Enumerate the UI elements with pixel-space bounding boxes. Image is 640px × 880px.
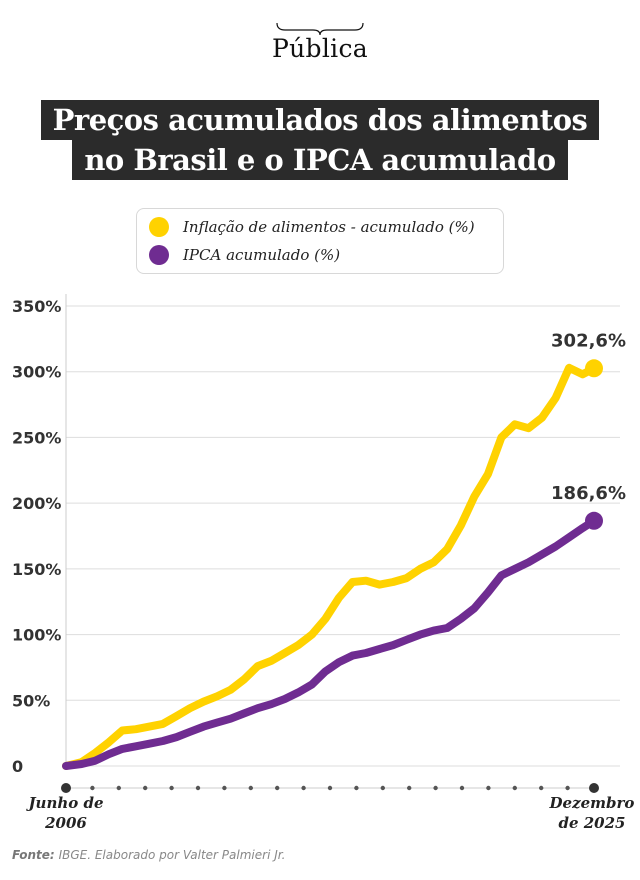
x-axis-tick-dot bbox=[433, 785, 438, 791]
x-axis-tick-dot bbox=[248, 785, 253, 791]
legend-item-food: Inflação de alimentos - acumulado (%) bbox=[149, 217, 475, 237]
series-line-1 bbox=[62, 516, 598, 770]
x-axis-end-marker bbox=[589, 783, 599, 793]
x-axis-tick-dot bbox=[90, 785, 95, 791]
source-note: Fonte: IBGE. Elaborado por Valter Palmie… bbox=[12, 848, 285, 862]
legend-label-food: Inflação de alimentos - acumulado (%) bbox=[183, 218, 475, 236]
series-end-label-0: 302,6% bbox=[551, 330, 626, 351]
legend-label-ipca: IPCA acumulado (%) bbox=[183, 246, 341, 264]
x-start-label: Junho de 2006 bbox=[25, 794, 103, 832]
x-axis-tick-dot bbox=[195, 785, 201, 791]
x-axis-tick-dot bbox=[301, 785, 306, 791]
x-axis-tick-dot bbox=[275, 785, 280, 791]
x-axis-end-marker bbox=[61, 783, 71, 793]
title-line-2: no Brasil e o IPCA acumulado bbox=[72, 140, 568, 180]
chart-title: Preços acumulados dos alimentos no Brasi… bbox=[0, 100, 640, 180]
series-line-0 bbox=[62, 363, 598, 770]
source-prefix: Fonte: bbox=[12, 848, 55, 862]
publica-logo: Pública bbox=[0, 22, 640, 63]
y-tick-label-0: 0 bbox=[12, 757, 23, 776]
y-tick-label-250: 250% bbox=[12, 428, 61, 447]
y-tick-label-300: 300% bbox=[12, 363, 61, 382]
y-tick-label-50: 50% bbox=[12, 691, 50, 710]
brand-name: Pública bbox=[272, 34, 368, 63]
y-tick-label-100: 100% bbox=[12, 626, 61, 645]
series-end-point-0 bbox=[585, 359, 603, 378]
x-axis-tick-dot bbox=[565, 785, 570, 791]
x-axis-tick-dot bbox=[539, 785, 544, 791]
x-axis-tick-dot bbox=[327, 785, 333, 791]
x-axis-tick-dot bbox=[116, 785, 122, 791]
x-axis-tick-dot bbox=[459, 785, 465, 791]
x-axis-tick-dot bbox=[380, 785, 385, 791]
legend-item-ipca: IPCA acumulado (%) bbox=[149, 245, 340, 265]
y-tick-label-350: 350% bbox=[12, 297, 61, 316]
y-tick-label-150: 150% bbox=[12, 560, 61, 579]
legend-swatch-food bbox=[149, 217, 169, 237]
x-axis-tick-dot bbox=[354, 785, 359, 791]
title-line-1: Preços acumulados dos alimentos bbox=[40, 100, 600, 140]
source-text: IBGE. Elaborado por Valter Palmieri Jr. bbox=[58, 848, 286, 862]
series-end-point-1 bbox=[585, 511, 603, 530]
x-axis-tick-dot bbox=[222, 785, 227, 791]
legend-swatch-ipca bbox=[149, 245, 169, 265]
legend: Inflação de alimentos - acumulado (%) IP… bbox=[136, 208, 504, 274]
x-axis-tick-dot bbox=[486, 785, 491, 791]
x-axis-tick-dot bbox=[169, 785, 174, 791]
x-axis-tick-dot bbox=[143, 785, 148, 791]
series-end-label-1: 186,6% bbox=[551, 483, 626, 504]
x-end-label: Dezembro de 2025 bbox=[549, 794, 635, 832]
logo-bracket-icon bbox=[276, 22, 364, 36]
x-axis-tick-dot bbox=[512, 785, 517, 791]
x-axis-tick-dot bbox=[407, 785, 412, 791]
y-tick-label-200: 200% bbox=[12, 494, 61, 513]
